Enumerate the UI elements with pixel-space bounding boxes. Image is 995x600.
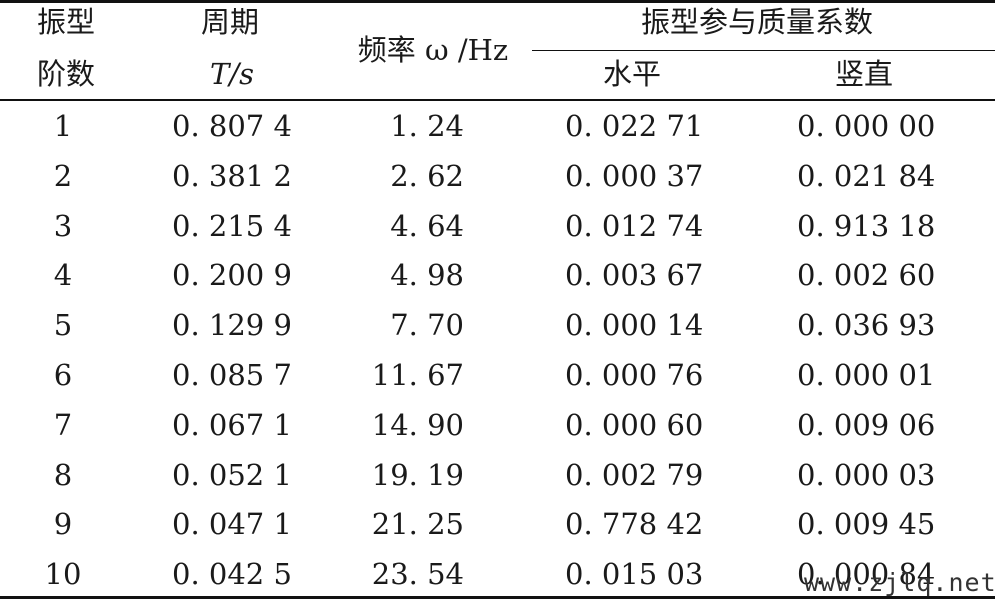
header-period-line2: T/s bbox=[210, 57, 254, 91]
cell-frequency: 14. 90 bbox=[371, 408, 464, 442]
cell-mode-order: 9 bbox=[53, 507, 73, 541]
cell-mode-order: 2 bbox=[53, 159, 73, 193]
cell-frequency: 4. 64 bbox=[390, 209, 464, 243]
cell-period: 0. 047 1 bbox=[172, 507, 292, 541]
cell-frequency: 11. 67 bbox=[371, 358, 464, 392]
cell-horizontal: 0. 012 74 bbox=[565, 209, 704, 243]
cell-vertical: 0. 913 18 bbox=[797, 209, 936, 243]
cell-horizontal: 0. 000 60 bbox=[565, 408, 704, 442]
header-mode-order-line2: 阶数 bbox=[36, 57, 95, 91]
cell-vertical: 0. 036 93 bbox=[797, 308, 936, 342]
cell-horizontal: 0. 000 37 bbox=[565, 159, 704, 193]
cell-mode-order: 1 bbox=[53, 109, 73, 143]
cell-frequency: 19. 19 bbox=[371, 458, 464, 492]
table-top-rule bbox=[0, 0, 995, 3]
header-horizontal: 水平 bbox=[602, 57, 661, 91]
cell-period: 0. 085 7 bbox=[172, 358, 292, 392]
cell-period: 0. 807 4 bbox=[172, 109, 292, 143]
cell-mode-order: 6 bbox=[53, 358, 73, 392]
cell-horizontal: 0. 000 14 bbox=[565, 308, 704, 342]
cell-period: 0. 381 2 bbox=[172, 159, 292, 193]
cell-vertical: 0. 000 84 bbox=[797, 557, 936, 591]
cell-mode-order: 7 bbox=[53, 408, 73, 442]
cell-period: 0. 129 9 bbox=[172, 308, 292, 342]
table-header-rule bbox=[0, 99, 995, 101]
header-vertical: 竖直 bbox=[834, 57, 893, 91]
cell-vertical: 0. 000 03 bbox=[797, 458, 936, 492]
cell-mode-order: 4 bbox=[53, 258, 73, 292]
cell-frequency: 21. 25 bbox=[371, 507, 464, 541]
cell-vertical: 0. 009 06 bbox=[797, 408, 936, 442]
header-period-line1: 周期 bbox=[200, 5, 259, 39]
cell-horizontal: 0. 022 71 bbox=[565, 109, 704, 143]
cell-mode-order: 10 bbox=[44, 557, 82, 591]
cell-mode-order: 5 bbox=[53, 308, 73, 342]
cell-frequency: 2. 62 bbox=[390, 159, 464, 193]
cell-vertical: 0. 002 60 bbox=[797, 258, 936, 292]
cell-mode-order: 3 bbox=[53, 209, 73, 243]
header-frequency: 频率 ω /Hz bbox=[357, 33, 509, 67]
cell-frequency: 7. 70 bbox=[390, 308, 464, 342]
cell-period: 0. 215 4 bbox=[172, 209, 292, 243]
cell-vertical: 0. 000 01 bbox=[797, 358, 936, 392]
cell-horizontal: 0. 015 03 bbox=[565, 557, 704, 591]
table-bottom-rule bbox=[0, 596, 995, 599]
header-mode-order-line1: 振型 bbox=[36, 5, 95, 39]
cell-frequency: 1. 24 bbox=[390, 109, 464, 143]
cell-vertical: 0. 000 00 bbox=[797, 109, 936, 143]
cell-horizontal: 0. 778 42 bbox=[565, 507, 704, 541]
cell-frequency: 4. 98 bbox=[390, 258, 464, 292]
participation-sub-rule bbox=[532, 50, 995, 51]
cell-period: 0. 052 1 bbox=[172, 458, 292, 492]
cell-period: 0. 042 5 bbox=[172, 557, 292, 591]
cell-period: 0. 200 9 bbox=[172, 258, 292, 292]
cell-horizontal: 0. 003 67 bbox=[565, 258, 704, 292]
cell-mode-order: 8 bbox=[53, 458, 73, 492]
cell-period: 0. 067 1 bbox=[172, 408, 292, 442]
cell-horizontal: 0. 002 79 bbox=[565, 458, 704, 492]
header-participation: 振型参与质量系数 bbox=[640, 5, 873, 39]
cell-vertical: 0. 021 84 bbox=[797, 159, 936, 193]
cell-horizontal: 0. 000 76 bbox=[565, 358, 704, 392]
cell-frequency: 23. 54 bbox=[371, 557, 464, 591]
watermark: www.zjlq.net bbox=[804, 568, 995, 597]
cell-vertical: 0. 009 45 bbox=[797, 507, 936, 541]
